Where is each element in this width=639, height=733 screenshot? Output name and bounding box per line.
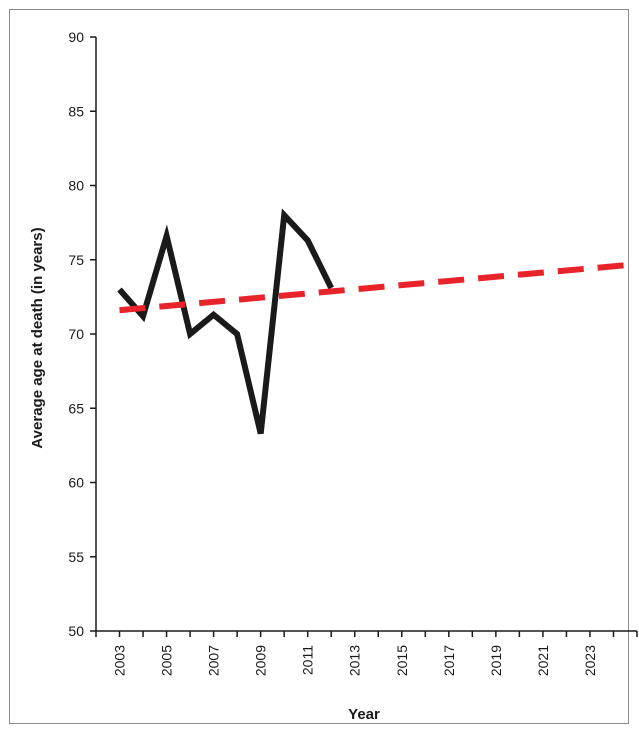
chart-frame [9,9,629,724]
x-tick-label: 2011 [300,645,316,675]
data-line [117,208,334,435]
x-tick-label: 2005 [159,645,175,676]
y-tick-label: 60 [68,475,84,491]
x-tick-label: 2021 [535,645,551,676]
y-tick-label: 65 [68,400,84,416]
series-layer [117,208,638,435]
y-tick-label: 75 [68,252,84,268]
x-tick-label: 2017 [441,645,457,676]
x-tick-label: 2007 [206,645,222,676]
x-tick-label: 2019 [488,645,504,676]
y-tick-label: 85 [68,103,84,119]
y-tick-label: 70 [68,326,84,342]
x-tick-label: 2013 [347,645,363,676]
y-axis-title: Average age at death (in years) [29,227,46,448]
x-axis-title: Year [348,706,380,723]
y-tick-label: 55 [68,549,84,565]
trend-line [119,261,638,314]
x-tick-label: 2023 [582,645,598,676]
y-tick-label: 80 [68,178,84,194]
x-tick-label: 2009 [253,645,269,676]
y-axis: 50 55 60 65 70 75 80 85 90 [68,29,97,639]
x-tick-label: 2003 [112,645,128,676]
x-axis: 2003 2005 2007 2009 2011 2013 2015 2017 2019 2021… [95,630,638,676]
y-tick-label: 50 [68,623,84,639]
y-tick-label: 90 [68,29,84,45]
x-tick-label: 2015 [394,645,410,676]
